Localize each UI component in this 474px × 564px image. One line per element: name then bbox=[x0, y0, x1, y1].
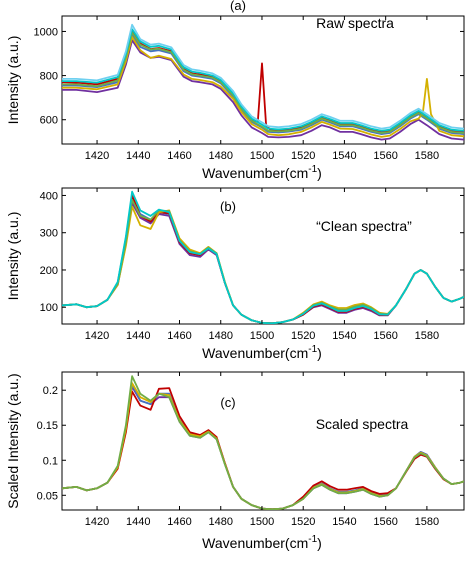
x-tick-label: 1440 bbox=[126, 516, 150, 528]
x-tick-label: 1580 bbox=[415, 150, 439, 162]
panel-annotation: Scaled spectra bbox=[316, 416, 409, 432]
series-group bbox=[62, 190, 464, 324]
x-tick-label: 1560 bbox=[373, 150, 397, 162]
y-tick-label: 1000 bbox=[34, 26, 58, 38]
y-tick-label: 100 bbox=[40, 302, 58, 314]
x-tick-label: 1480 bbox=[208, 516, 232, 528]
series-line-6 bbox=[62, 28, 464, 132]
y-tick-label: 200 bbox=[40, 265, 58, 277]
x-tick-label: 1520 bbox=[291, 150, 315, 162]
series-line-5 bbox=[62, 375, 464, 510]
x-tick-label: 1420 bbox=[85, 516, 109, 528]
y-axis-label: Intensity (a.u.) bbox=[5, 212, 21, 301]
x-tick-label: 1500 bbox=[250, 516, 274, 528]
x-tick-label: 1480 bbox=[208, 330, 232, 342]
panel-label: (a) bbox=[230, 0, 246, 13]
x-tick-label: 1540 bbox=[332, 330, 356, 342]
x-tick-label: 1560 bbox=[373, 330, 397, 342]
series-line-7 bbox=[62, 23, 464, 130]
y-tick-label: 300 bbox=[40, 228, 58, 240]
x-tick-label: 1500 bbox=[250, 330, 274, 342]
y-tick-label: 400 bbox=[40, 190, 58, 202]
x-axis-label: Wavenumber(cm-1) bbox=[202, 534, 322, 551]
series-line-5 bbox=[62, 31, 464, 134]
panel-1: 1420 1440 1460 1480 1500 1520 1540 1560 1580 600 8… bbox=[5, 0, 465, 181]
panel-label: (c) bbox=[220, 395, 235, 410]
y-tick-label: 600 bbox=[40, 115, 58, 127]
x-tick-label: 1460 bbox=[167, 516, 191, 528]
x-tick-label: 1500 bbox=[250, 150, 274, 162]
series-group bbox=[62, 23, 464, 141]
x-axis-label: Wavenumber(cm-1) bbox=[202, 344, 322, 361]
y-tick-label: 0.05 bbox=[37, 490, 58, 502]
x-tick-label: 1580 bbox=[415, 330, 439, 342]
panel-3: 1420 1440 1460 1480 1500 1520 1540 1560 1580 0.05… bbox=[5, 371, 465, 551]
y-tick-label: 0.1 bbox=[43, 455, 58, 467]
panel-annotation: “Clean spectra” bbox=[316, 218, 412, 234]
x-tick-label: 1460 bbox=[167, 150, 191, 162]
x-tick-label: 1520 bbox=[291, 516, 315, 528]
y-axis-label: Scaled Intensity (a.u.) bbox=[5, 373, 21, 508]
x-tick-label: 1540 bbox=[332, 516, 356, 528]
x-tick-label: 1460 bbox=[167, 330, 191, 342]
series-line-6 bbox=[62, 190, 464, 324]
x-tick-label: 1420 bbox=[85, 150, 109, 162]
x-tick-label: 1540 bbox=[332, 150, 356, 162]
x-tick-label: 1420 bbox=[85, 330, 109, 342]
panel-annotation: Raw spectra bbox=[316, 15, 394, 31]
x-tick-label: 1440 bbox=[126, 330, 150, 342]
series-line-1 bbox=[62, 39, 464, 141]
y-tick-label: 800 bbox=[40, 71, 58, 83]
y-tick-label: 0.2 bbox=[43, 385, 58, 397]
x-tick-label: 1580 bbox=[415, 516, 439, 528]
panel-2: 1420 1440 1460 1480 1500 1520 1540 1560 1580 100 2… bbox=[5, 187, 465, 361]
x-axis-label: Wavenumber(cm-1) bbox=[202, 164, 322, 181]
y-axis-label: Intensity (a.u.) bbox=[5, 36, 21, 125]
x-tick-label: 1480 bbox=[208, 150, 232, 162]
panel-label: (b) bbox=[220, 199, 236, 214]
series-line-2 bbox=[62, 33, 464, 135]
series-group bbox=[62, 375, 464, 510]
y-tick-label: 0.15 bbox=[37, 420, 58, 432]
x-tick-label: 1560 bbox=[373, 516, 397, 528]
x-tick-label: 1440 bbox=[126, 150, 150, 162]
series-line-4 bbox=[62, 36, 464, 138]
x-tick-label: 1520 bbox=[291, 330, 315, 342]
